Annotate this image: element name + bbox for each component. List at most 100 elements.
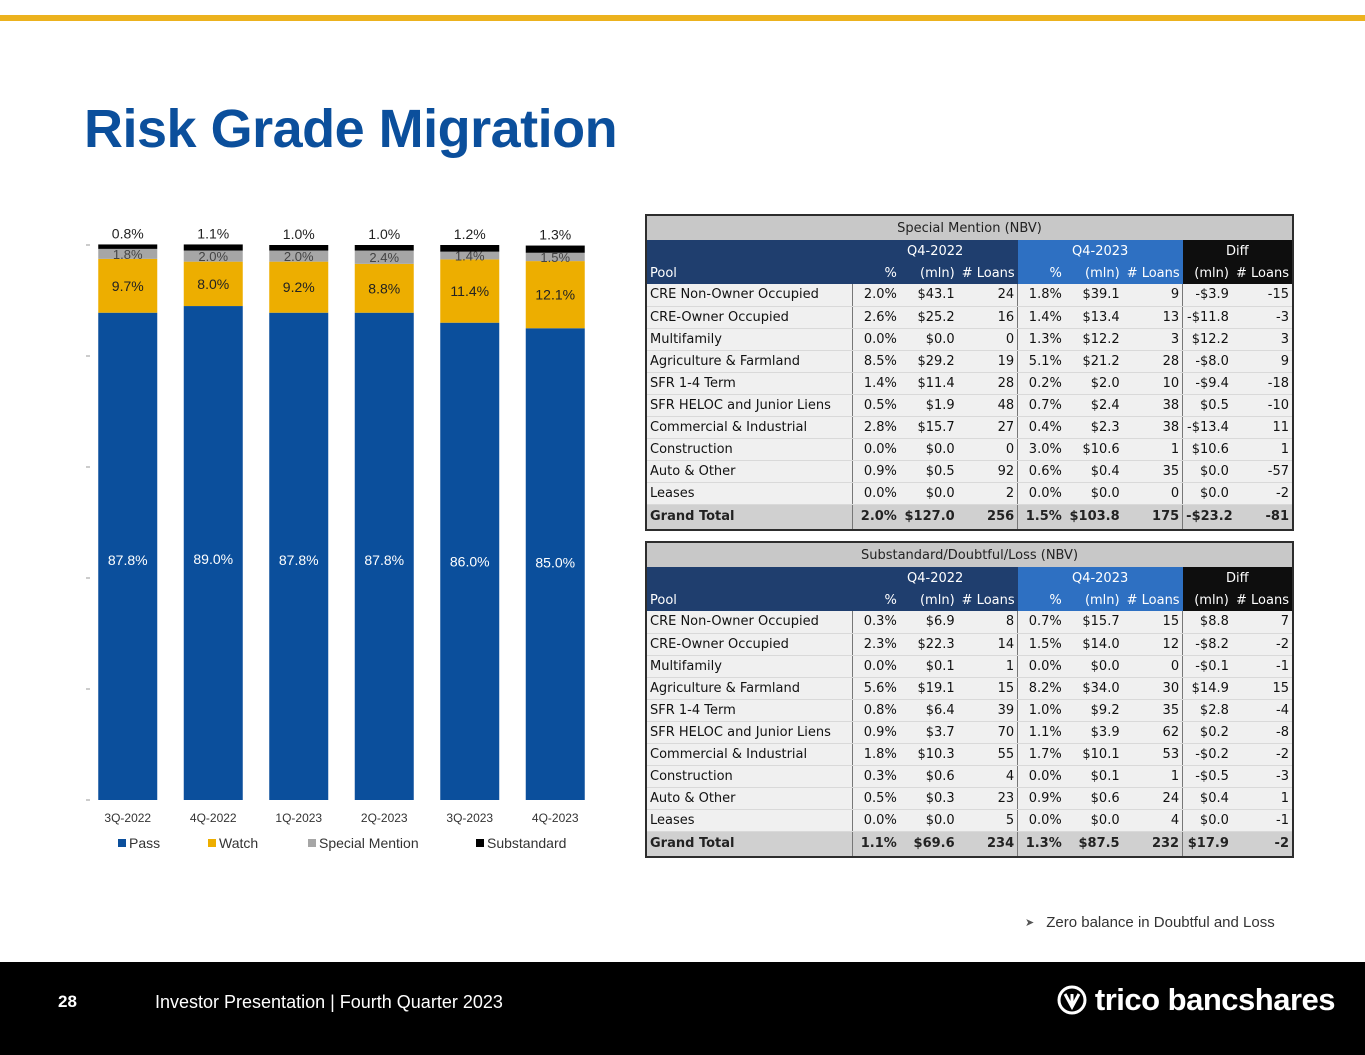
total-cell: 234 xyxy=(957,830,1019,856)
table-cell: CRE Non-Owner Occupied xyxy=(647,611,854,634)
total-cell: $87.5 xyxy=(1064,830,1123,856)
table-cell: 2.0% xyxy=(852,284,900,307)
table-cell: SFR 1-4 Term xyxy=(647,372,854,395)
table-cell: 5 xyxy=(957,809,1019,832)
column-header: # Loans xyxy=(957,262,1018,284)
column-header: (mln) xyxy=(1064,262,1123,284)
column-header: (mln) xyxy=(899,262,958,284)
table-cell: 1.4% xyxy=(1017,306,1065,329)
column-header: # Loans xyxy=(1231,589,1292,611)
table-cell: Auto & Other xyxy=(647,787,854,810)
table-cell: $0.0 xyxy=(1064,482,1123,505)
bar-pass xyxy=(183,306,243,800)
table-cell: 0.5% xyxy=(852,394,900,417)
table-cell: $14.0 xyxy=(1064,633,1123,656)
data-label-special-mention: 1.8% xyxy=(113,247,143,262)
table-cell: 0.0% xyxy=(852,809,900,832)
table-cell: 2 xyxy=(957,482,1019,505)
table-cell: 1 xyxy=(957,655,1019,678)
bar-watch xyxy=(440,259,500,323)
table-row: Agriculture & Farmland 8.5% $29.2 19 5.1% $21… xyxy=(647,350,1292,373)
table-row: Leases 0.0% $0.0 5 0.0% $0.0 4 $0.0 -1 xyxy=(647,809,1292,832)
table-cell: -2 xyxy=(1231,743,1292,766)
table-cell: 0.6% xyxy=(1017,460,1065,483)
table-cell: $12.2 xyxy=(1182,328,1232,351)
table-cell: 1.4% xyxy=(852,372,900,395)
table-row: CRE Non-Owner Occupied 2.0% $43.1 24 1.8% $39… xyxy=(647,284,1292,307)
data-label-pass: 89.0% xyxy=(193,551,233,567)
bar-watch xyxy=(525,261,585,329)
table-cell: 35 xyxy=(1122,460,1184,483)
grand-total-row: Grand Total 1.1% $69.6 234 1.3% $87.5 232 $17.9… xyxy=(647,830,1292,856)
table-cell: $1.9 xyxy=(899,394,958,417)
table-cell: 0.7% xyxy=(1017,611,1065,634)
table-cell: $12.2 xyxy=(1064,328,1123,351)
table-row: SFR 1-4 Term 0.8% $6.4 39 1.0% $9.2 35 $2.8 -4 xyxy=(647,699,1292,722)
table-cell: 0.0% xyxy=(1017,482,1065,505)
special-mention-grid: Special Mention (NBV) Q4-2022 Q4-2023 Diff P… xyxy=(647,216,1292,529)
data-label-substandard: 1.1% xyxy=(197,225,229,241)
table-cell: -15 xyxy=(1231,284,1292,307)
table-cell: CRE-Owner Occupied xyxy=(647,633,854,656)
table-cell: -18 xyxy=(1231,372,1292,395)
data-label-watch: 11.4% xyxy=(450,283,489,299)
table-cell: $14.9 xyxy=(1182,677,1232,700)
table-cell: $19.1 xyxy=(899,677,958,700)
table-cell: -10 xyxy=(1231,394,1292,417)
table-cell: $15.7 xyxy=(899,416,958,439)
total-cell: Grand Total xyxy=(647,503,854,529)
bar-watch xyxy=(183,261,243,307)
table-cell: 30 xyxy=(1122,677,1184,700)
column-header: (mln) xyxy=(1064,589,1123,611)
column-header: # Loans xyxy=(1122,262,1183,284)
table-cell: $0.0 xyxy=(899,328,958,351)
table-cell: Commercial & Industrial xyxy=(647,743,854,766)
table-cell: $8.8 xyxy=(1182,611,1232,634)
bar-pass xyxy=(525,328,585,800)
table-cell: $39.1 xyxy=(1064,284,1123,307)
legend-label: Special Mention xyxy=(319,835,419,851)
table-cell: 28 xyxy=(957,372,1019,395)
column-header: (mln) xyxy=(1182,589,1232,611)
data-label-pass: 87.8% xyxy=(108,552,148,568)
column-header: # Loans xyxy=(1122,589,1183,611)
table-cell: 1 xyxy=(1122,765,1184,788)
table-cell: 0.0% xyxy=(1017,809,1065,832)
column-header: (mln) xyxy=(1182,262,1232,284)
data-label-substandard: 1.2% xyxy=(454,226,486,242)
company-logo: trico bancshares xyxy=(1057,982,1336,1018)
table-cell: 2.3% xyxy=(852,633,900,656)
group-header-q4-2023: Q4-2023 xyxy=(1017,567,1183,589)
table-caption: Substandard/Doubtful/Loss (NBV) xyxy=(647,543,1292,567)
table-cell: $0.3 xyxy=(899,787,958,810)
table-cell: Auto & Other xyxy=(647,460,854,483)
table-row: Agriculture & Farmland 5.6% $19.1 15 8.2% $34… xyxy=(647,677,1292,700)
table-cell: $0.1 xyxy=(899,655,958,678)
table-cell: $0.4 xyxy=(1182,787,1232,810)
x-tick-label: 1Q-2023 xyxy=(275,811,322,825)
bar-special-mention xyxy=(525,252,585,262)
table-row: Multifamily 0.0% $0.1 1 0.0% $0.0 0 -$0.1 -1 xyxy=(647,655,1292,678)
table-cell: -$8.0 xyxy=(1182,350,1232,373)
bar-substandard xyxy=(440,245,500,252)
logo-wordmark: trico bancshares xyxy=(1094,982,1336,1017)
table-cell: 0 xyxy=(957,328,1019,351)
special-mention-table: Special Mention (NBV) Q4-2022 Q4-2023 Diff P… xyxy=(645,214,1294,531)
table-cell: $29.2 xyxy=(899,350,958,373)
data-label-pass: 87.8% xyxy=(364,552,404,568)
table-cell: 15 xyxy=(957,677,1019,700)
data-label-watch: 8.0% xyxy=(197,276,229,292)
bar-substandard xyxy=(354,245,414,251)
bar-substandard xyxy=(525,245,585,253)
table-cell: 2.8% xyxy=(852,416,900,439)
table-cell: 9 xyxy=(1231,350,1292,373)
table-cell: $25.2 xyxy=(899,306,958,329)
table-cell: Construction xyxy=(647,438,854,461)
table-cell: -$0.2 xyxy=(1182,743,1232,766)
table-cell: -$13.4 xyxy=(1182,416,1232,439)
total-cell: 175 xyxy=(1122,503,1184,529)
table-cell: 8 xyxy=(957,611,1019,634)
table-cell: 0.5% xyxy=(852,787,900,810)
table-cell: -1 xyxy=(1231,655,1292,678)
data-label-special-mention: 2.4% xyxy=(369,250,399,265)
